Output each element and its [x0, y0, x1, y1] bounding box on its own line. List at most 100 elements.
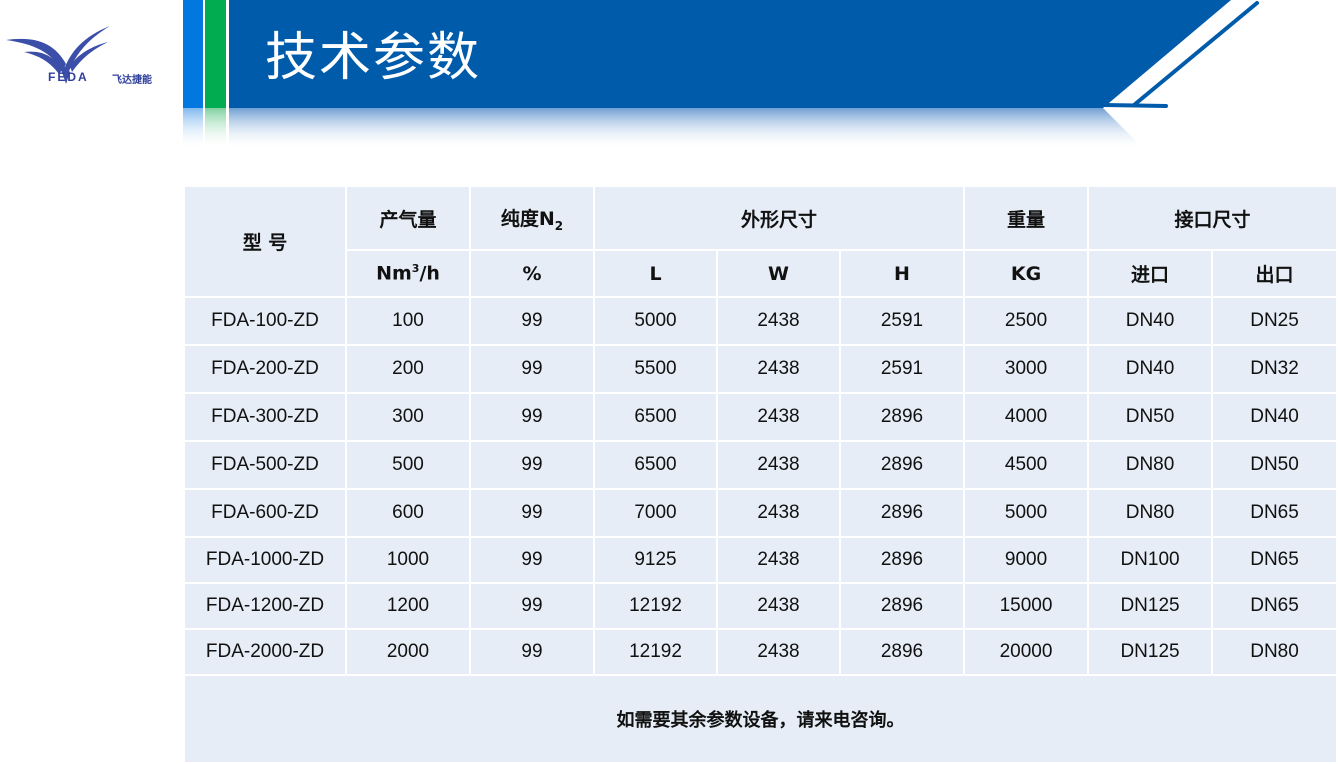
- header-weight: 重量: [963, 185, 1090, 251]
- header-model: 型 号: [183, 185, 347, 298]
- table-row: FDA-200-ZD 200 99 5500 2438 2591 3000 DN40 DN32: [183, 344, 1338, 394]
- table-cell: DN50: [1087, 392, 1214, 442]
- header-banner: [183, 0, 1259, 150]
- table-row: FDA-300-ZD 300 99 6500 2438 2896 4000 DN50 DN40: [183, 392, 1338, 442]
- footer-note: 如需要其余参数设备，请来电咨询。: [182, 674, 1338, 764]
- table-cell: FDA-100-ZD: [183, 296, 347, 346]
- accent-bar-green: [205, 0, 226, 108]
- table-cell: FDA-500-ZD: [183, 440, 347, 490]
- table-cell: 2500: [963, 296, 1090, 346]
- table-cell: DN65: [1211, 488, 1338, 538]
- table-cell: 20000: [963, 628, 1090, 676]
- header-row: 型 号 产气量 纯度N2 外形尺寸 重量 接口尺寸: [183, 185, 1338, 298]
- table-cell: DN125: [1087, 582, 1214, 630]
- table-cell: DN125: [1087, 628, 1214, 676]
- table-row: FDA-600-ZD 600 99 7000 2438 2896 5000 DN80 DN65: [183, 488, 1338, 538]
- table-row: FDA-100-ZD 100 99 5000 2438 2591 2500 DN40 DN25: [183, 296, 1338, 346]
- table-cell: DN65: [1211, 582, 1338, 630]
- table-cell: 4000: [963, 392, 1090, 442]
- header-dimensions: 外形尺寸: [592, 185, 966, 251]
- table-cell: 600: [345, 488, 471, 538]
- table-cell: 2438: [716, 344, 841, 394]
- logo-brand-cn: 飞达捷能: [112, 75, 152, 86]
- unit-outlet: 出口: [1211, 249, 1338, 298]
- table-cell: 99: [469, 296, 595, 346]
- table-cell: DN80: [1211, 628, 1338, 676]
- table-cell: 100: [345, 296, 471, 346]
- table-cell: DN40: [1211, 392, 1338, 442]
- table-cell: 1200: [345, 582, 471, 630]
- table-cell: FDA-1000-ZD: [183, 536, 347, 584]
- table-cell: 2438: [716, 488, 841, 538]
- table-cell: FDA-300-ZD: [183, 392, 347, 442]
- table-cell: 3000: [963, 344, 1090, 394]
- unit-h: H: [838, 249, 966, 298]
- table-cell: 2896: [838, 582, 966, 630]
- table-cell: DN50: [1211, 440, 1338, 490]
- table-cell: 12192: [593, 582, 718, 630]
- table-cell: 2438: [716, 628, 841, 676]
- table-cell: DN100: [1087, 536, 1214, 584]
- table-cell: DN25: [1211, 296, 1338, 346]
- logo-brand: FEDA: [48, 70, 89, 84]
- header-interface: 接口尺寸: [1087, 185, 1338, 251]
- table-cell: DN80: [1087, 488, 1214, 538]
- table-cell: 15000: [963, 582, 1090, 630]
- table-cell: 6500: [593, 392, 718, 442]
- accent-bar-blue: [183, 0, 203, 108]
- table-cell: 2896: [838, 628, 966, 676]
- feda-wings-logo-icon: [6, 26, 110, 84]
- table-cell: 99: [469, 392, 595, 442]
- spec-table: 型 号 产气量 纯度N2 外形尺寸 重量 接口尺寸 Nm3/h % L W H …: [182, 185, 1338, 764]
- table-cell: 2896: [838, 440, 966, 490]
- flow-unit-sup: 3: [411, 262, 420, 276]
- table-cell: 2896: [838, 392, 966, 442]
- table-cell: 6500: [593, 440, 718, 490]
- table-cell: 99: [469, 628, 595, 676]
- table-cell: 9000: [963, 536, 1090, 584]
- flow-unit-tail: /h: [419, 262, 440, 285]
- unit-w: W: [716, 249, 841, 298]
- table-cell: 12192: [593, 628, 718, 676]
- purity-sub: 2: [554, 218, 564, 233]
- table-cell: 2438: [716, 440, 841, 490]
- table-cell: 99: [469, 582, 595, 630]
- table-cell: 2438: [716, 296, 841, 346]
- table-cell: 300: [345, 392, 471, 442]
- table-cell: DN40: [1087, 296, 1214, 346]
- table-cell: 99: [469, 488, 595, 538]
- table-cell: 500: [345, 440, 471, 490]
- table-cell: 2438: [716, 392, 841, 442]
- footer-row: 如需要其余参数设备，请来电咨询。: [182, 674, 1338, 764]
- header-flow: 产气量: [345, 185, 471, 251]
- table-cell: 2438: [716, 582, 841, 630]
- table-cell: 7000: [593, 488, 718, 538]
- unit-inlet: 进口: [1087, 249, 1214, 298]
- table-row: FDA-1200-ZD 1200 99 12192 2438 2896 15000 DN125…: [183, 582, 1338, 630]
- table-cell: 99: [469, 536, 595, 584]
- table-cell: 99: [469, 344, 595, 394]
- table-cell: 9125: [593, 536, 718, 584]
- page-title: 技术参数: [265, 28, 482, 88]
- table-row: FDA-500-ZD 500 99 6500 2438 2896 4500 DN80 DN50: [183, 440, 1338, 490]
- table-cell: 200: [345, 344, 471, 394]
- table-cell: 2591: [838, 344, 966, 394]
- table-cell: 1000: [345, 536, 471, 584]
- table-row: FDA-1000-ZD 1000 99 9125 2438 2896 9000 DN100 DN…: [183, 536, 1338, 584]
- table-cell: 4500: [963, 440, 1090, 490]
- table-cell: 2896: [838, 536, 966, 584]
- table-cell: FDA-2000-ZD: [183, 628, 347, 676]
- table-cell: DN32: [1211, 344, 1338, 394]
- table-cell: 5000: [593, 296, 718, 346]
- unit-l: L: [593, 249, 718, 298]
- unit-row: Nm3/h % L W H KG 进口 出口: [184, 249, 1338, 298]
- table-cell: DN65: [1211, 536, 1338, 584]
- header-purity: 纯度N2: [469, 185, 595, 251]
- table-cell: DN80: [1087, 440, 1214, 490]
- table-cell: 2896: [838, 488, 966, 538]
- unit-weight: KG: [963, 249, 1090, 298]
- table-cell: 2591: [838, 296, 966, 346]
- table-row: FDA-2000-ZD 2000 99 12192 2438 2896 20000 DN125…: [183, 628, 1338, 676]
- table-cell: 5500: [593, 344, 718, 394]
- table-cell: 2000: [345, 628, 471, 676]
